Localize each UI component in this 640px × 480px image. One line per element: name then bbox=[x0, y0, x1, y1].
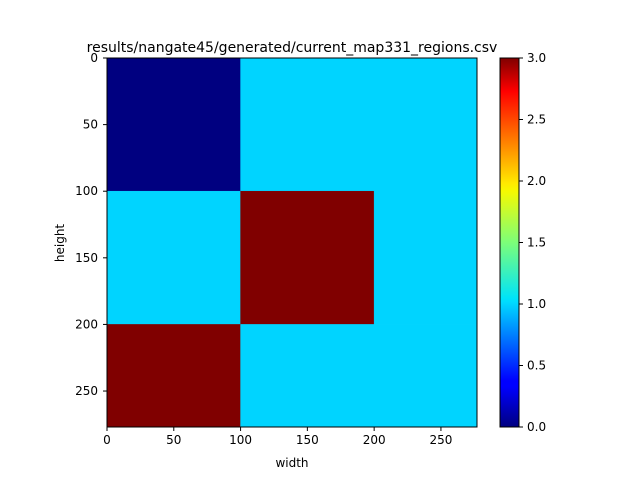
y-axis: 0 50 100 150 200 250 bbox=[75, 51, 107, 398]
heatmap-cell-3 bbox=[240, 190, 375, 325]
x-axis: 0 50 100 150 200 250 bbox=[103, 427, 452, 447]
y-tick-label: 150 bbox=[75, 251, 98, 265]
heatmap-cell-4 bbox=[373, 190, 478, 325]
colorbar-ticks: 0.0 0.5 1.0 1.5 2.0 2.5 3.0 bbox=[519, 51, 546, 434]
y-tick-label: 50 bbox=[83, 118, 98, 132]
y-tick-label: 0 bbox=[90, 51, 98, 65]
colorbar-tick-label: 0.5 bbox=[527, 359, 546, 373]
colorbar-gradient bbox=[499, 57, 520, 428]
colorbar-tick-label: 0.0 bbox=[527, 420, 546, 434]
x-tick-label: 0 bbox=[103, 433, 111, 447]
chart-title: results/nangate45/generated/current_map3… bbox=[87, 40, 498, 56]
plot-frame bbox=[106, 57, 478, 428]
y-tick-label: 200 bbox=[75, 317, 98, 331]
x-tick-label: 150 bbox=[296, 433, 319, 447]
heatmap-cell-5 bbox=[106, 324, 241, 428]
x-tick-label: 100 bbox=[229, 433, 252, 447]
colorbar-tick-label: 2.0 bbox=[527, 174, 546, 188]
colorbar-tick-label: 1.0 bbox=[527, 297, 546, 311]
colorbar-tick-label: 3.0 bbox=[527, 51, 546, 65]
colorbar-tick-label: 2.5 bbox=[527, 113, 546, 127]
y-tick-label: 100 bbox=[75, 184, 98, 198]
heatmap-cell-2 bbox=[106, 190, 241, 325]
y-axis-label: height bbox=[53, 224, 67, 263]
heatmap-cell-1 bbox=[240, 57, 478, 192]
x-axis-label: width bbox=[275, 456, 308, 470]
x-tick-label: 50 bbox=[166, 433, 181, 447]
x-tick-label: 200 bbox=[363, 433, 386, 447]
y-tick-label: 250 bbox=[75, 384, 98, 398]
heatmap-cell-6 bbox=[240, 324, 478, 428]
heatmap-cell-0 bbox=[106, 57, 241, 192]
heatmap-cells bbox=[106, 57, 478, 428]
colorbar: 0.0 0.5 1.0 1.5 2.0 2.5 3.0 bbox=[499, 51, 546, 434]
x-tick-label: 250 bbox=[429, 433, 452, 447]
colorbar-tick-label: 1.5 bbox=[527, 236, 546, 250]
